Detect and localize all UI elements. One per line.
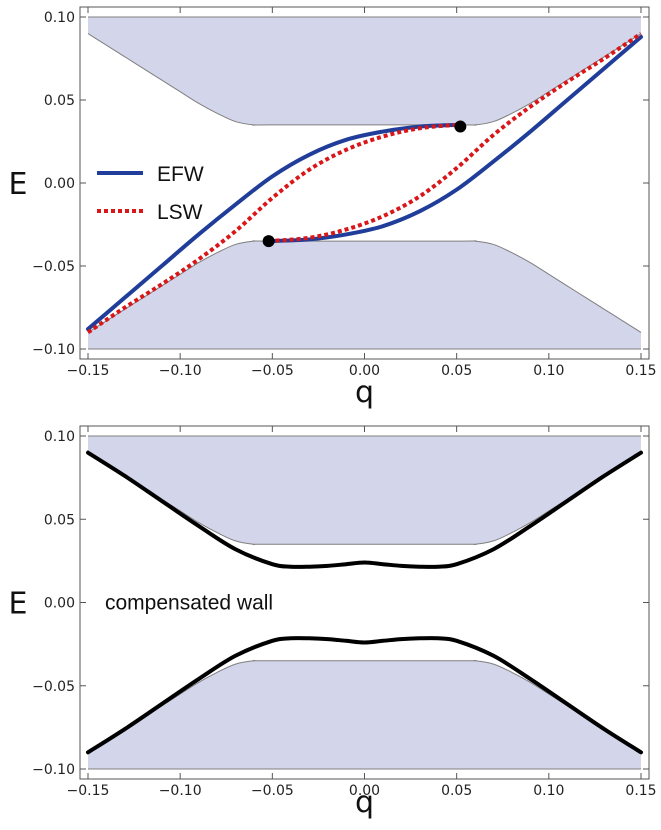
x-tick-label: −0.15: [67, 363, 110, 379]
x-tick-label: −0.10: [159, 783, 202, 799]
y-tick-label: 0.10: [44, 10, 75, 26]
lower-band-region: [88, 660, 641, 769]
lsw-curve-branch-1: [268, 31, 643, 244]
annotation-label: compensated wall: [105, 592, 273, 615]
x-axis-label: q: [355, 785, 374, 820]
x-tick-label: 0.10: [533, 783, 564, 799]
x-tick-label: 0.05: [441, 363, 472, 379]
y-axis-label: E: [9, 167, 28, 202]
x-tick-label: −0.10: [159, 363, 202, 379]
x-axis-label: q: [355, 375, 374, 410]
y-tick-label: 0.10: [44, 429, 75, 445]
x-tick-label: 0.00: [349, 783, 380, 799]
x-tick-label: 0.15: [625, 783, 656, 799]
upper-band-region: [88, 436, 641, 545]
y-tick-label: 0.05: [44, 512, 75, 528]
efw-curve-branch-1: [266, 34, 643, 244]
lsw-curve-branch-0: [86, 122, 457, 335]
x-tick-label: −0.05: [251, 363, 294, 379]
legend-label-efw: EFW: [157, 163, 204, 186]
marker-point-1: [262, 235, 275, 248]
marker-point-0: [454, 120, 467, 133]
y-axis-label: E: [9, 587, 28, 622]
x-tick-label: −0.05: [251, 783, 294, 799]
upper-band-edge: [87, 33, 642, 126]
x-tick-label: 0.10: [533, 363, 564, 379]
x-tick-label: 0.15: [625, 363, 656, 379]
wall-curve-branch-0: [86, 450, 643, 569]
y-tick-label: 0.00: [44, 176, 75, 192]
wall-curve-branch-1: [86, 636, 643, 755]
y-tick-label: −0.10: [32, 342, 75, 358]
top-chart-panel: −0.15 −0.10 −0.05 0.00 0.05 0.10 0.15 0.10 0.05 0…: [9, 6, 657, 410]
y-tick-label: −0.05: [32, 679, 75, 695]
y-tick-label: −0.05: [32, 259, 75, 275]
x-tick-label: 0.00: [349, 363, 380, 379]
y-tick-label: −0.10: [32, 762, 75, 778]
y-tick-label: 0.00: [44, 596, 75, 612]
upper-band-region: [88, 17, 641, 126]
legend-label-lsw: LSW: [157, 201, 203, 224]
y-tick-label: 0.05: [44, 93, 75, 109]
bottom-chart-panel: −0.15 −0.10 −0.05 0.00 0.05 0.10 0.15 0.10 0.05 0…: [9, 425, 657, 820]
lower-band-region: [88, 240, 641, 349]
x-tick-label: −0.15: [67, 783, 110, 799]
x-tick-label: 0.05: [441, 783, 472, 799]
efw-curve-branch-0: [86, 122, 459, 332]
